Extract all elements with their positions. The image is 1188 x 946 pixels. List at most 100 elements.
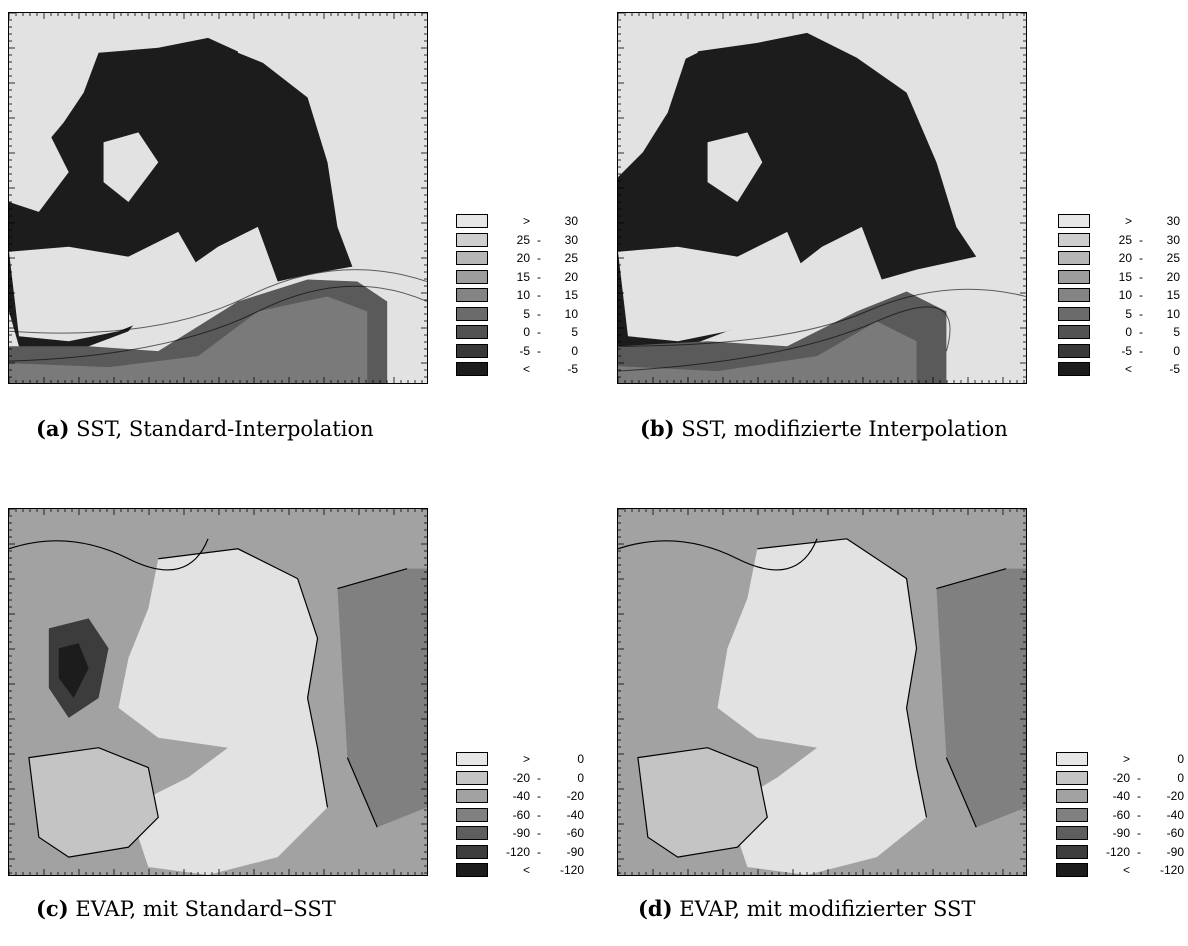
legend-dash: -: [537, 807, 541, 822]
legend-high: 0: [571, 343, 578, 358]
caption-letter: (b): [640, 416, 675, 441]
frame-ticks: [618, 13, 1026, 383]
legend-dash: -: [537, 770, 541, 785]
legend-entry: < -5: [456, 362, 596, 377]
legend-swatch: [1058, 214, 1090, 228]
legend-swatch: [1058, 251, 1090, 265]
legend-low: -120: [1105, 844, 1130, 859]
legend-swatch: [1056, 807, 1088, 822]
legend-entry: 10- 15: [1058, 288, 1188, 303]
legend-sst-a: >30 25-30 20-25 15-20 10-15 5-10 0-5 -5-0 < -5: [456, 214, 596, 376]
legend-swatch: [456, 863, 488, 877]
canadian-archipelago: [103, 132, 159, 202]
legend-high: 30: [564, 232, 578, 247]
legend-entry: 25- 30: [1058, 232, 1188, 248]
legend-high: -40: [566, 807, 584, 822]
legend-entry: < -120: [1056, 863, 1188, 878]
legend-entry: -120- -90: [456, 844, 596, 860]
legend-dash: -: [1139, 343, 1143, 358]
legend-swatch: [1058, 288, 1090, 302]
legend-low: <: [1122, 863, 1130, 877]
caption-letter: (d): [638, 896, 673, 921]
frame-ticks: [9, 13, 427, 383]
sst-gradient-band-inner: [9, 296, 368, 383]
legend-swatch: [456, 343, 488, 358]
legend-low: 10: [1118, 288, 1132, 302]
sst-map-modified-interpolation: [617, 12, 1027, 384]
legend-entry: 10- 15: [456, 288, 596, 303]
legend-swatch: [456, 288, 488, 302]
legend-swatch: [1056, 863, 1088, 877]
caption-letter: (c): [36, 896, 69, 921]
land-top: [237, 13, 348, 73]
legend-entry: 5- 10: [456, 306, 596, 322]
legend-entry: -40- -20: [456, 789, 596, 804]
legend-low: 25: [1118, 232, 1132, 247]
legend-swatch: [456, 232, 488, 247]
legend-swatch: [1058, 325, 1090, 339]
legend-swatch: [456, 770, 488, 785]
legend-dash: -: [1139, 232, 1143, 247]
legend-swatch: [456, 251, 488, 265]
legend-high: 25: [564, 251, 578, 265]
legend-low: 25: [516, 232, 530, 247]
legend-entry: -20- 0: [1056, 770, 1188, 786]
frame-ticks: [9, 509, 427, 875]
legend-dash: -: [1139, 251, 1143, 265]
legend-low: 15: [516, 269, 530, 284]
caption-text: SST, modifizierte Interpolation: [681, 417, 1008, 441]
caption-d: (d) EVAP, mit modifizierter SST: [638, 896, 975, 921]
legend-entry: -90- -60: [1056, 826, 1188, 841]
legend-high: -90: [566, 844, 584, 859]
legend-dash: -: [537, 251, 541, 265]
legend-dash: -: [537, 269, 541, 284]
legend-swatch: [1058, 362, 1090, 376]
legend-high: 5: [571, 325, 578, 339]
legend-low: -5: [1121, 343, 1132, 358]
evap-interior-region: [717, 538, 927, 875]
legend-dash: -: [537, 232, 541, 247]
evap-interior-region: [118, 548, 328, 875]
legend-swatch: [1056, 789, 1088, 803]
legend-swatch: [456, 269, 488, 284]
legend-dash: -: [1137, 789, 1141, 803]
legend-dash: -: [1137, 844, 1141, 859]
legend-dash: -: [1137, 826, 1141, 840]
legend-entry: >0: [1056, 752, 1188, 767]
greenland-landmass: [618, 231, 803, 342]
legend-entry: -90- -60: [456, 826, 596, 841]
evap-map-modified-sst: [617, 508, 1027, 876]
legend-dash: -: [537, 826, 541, 840]
caption-c: (c) EVAP, mit Standard–SST: [36, 896, 336, 921]
legend-swatch: [1056, 844, 1088, 859]
legend-low: -90: [1112, 826, 1130, 840]
legend-high: 0: [1173, 343, 1180, 358]
legend-swatch: [1058, 269, 1090, 284]
legend-swatch: [456, 807, 488, 822]
legend-evap-d: >0 -20-0 -40- -20 -60- -40 -90- -60 -120- -90 < -12…: [1056, 752, 1188, 877]
legend-entry: < -5: [1058, 362, 1188, 377]
legend-low: -90: [512, 826, 530, 840]
legend-high: 0: [577, 752, 584, 766]
legend-low: -40: [512, 789, 530, 803]
legend-entry: 0- 5: [456, 325, 596, 340]
legend-low: <: [1124, 362, 1132, 376]
legend-dash: -: [537, 306, 541, 321]
legend-entry: >30: [1058, 214, 1188, 229]
legend-swatch: [456, 214, 488, 228]
legend-low: -60: [1112, 807, 1130, 822]
legend-swatch: [1058, 232, 1090, 247]
legend-low: -120: [505, 844, 530, 859]
legend-high: 0: [1177, 770, 1184, 785]
legend-swatch: [1056, 826, 1088, 840]
legend-swatch: [1056, 770, 1088, 785]
caption-letter: (a): [36, 416, 70, 441]
legend-high: -5: [1169, 362, 1180, 376]
legend-low: <: [522, 362, 530, 376]
legend-low: >: [522, 752, 530, 766]
legend-low: -5: [519, 343, 530, 358]
legend-swatch: [456, 362, 488, 376]
legend-low: -20: [1112, 770, 1130, 785]
legend-swatch: [1058, 343, 1090, 358]
legend-high: -90: [1166, 844, 1184, 859]
